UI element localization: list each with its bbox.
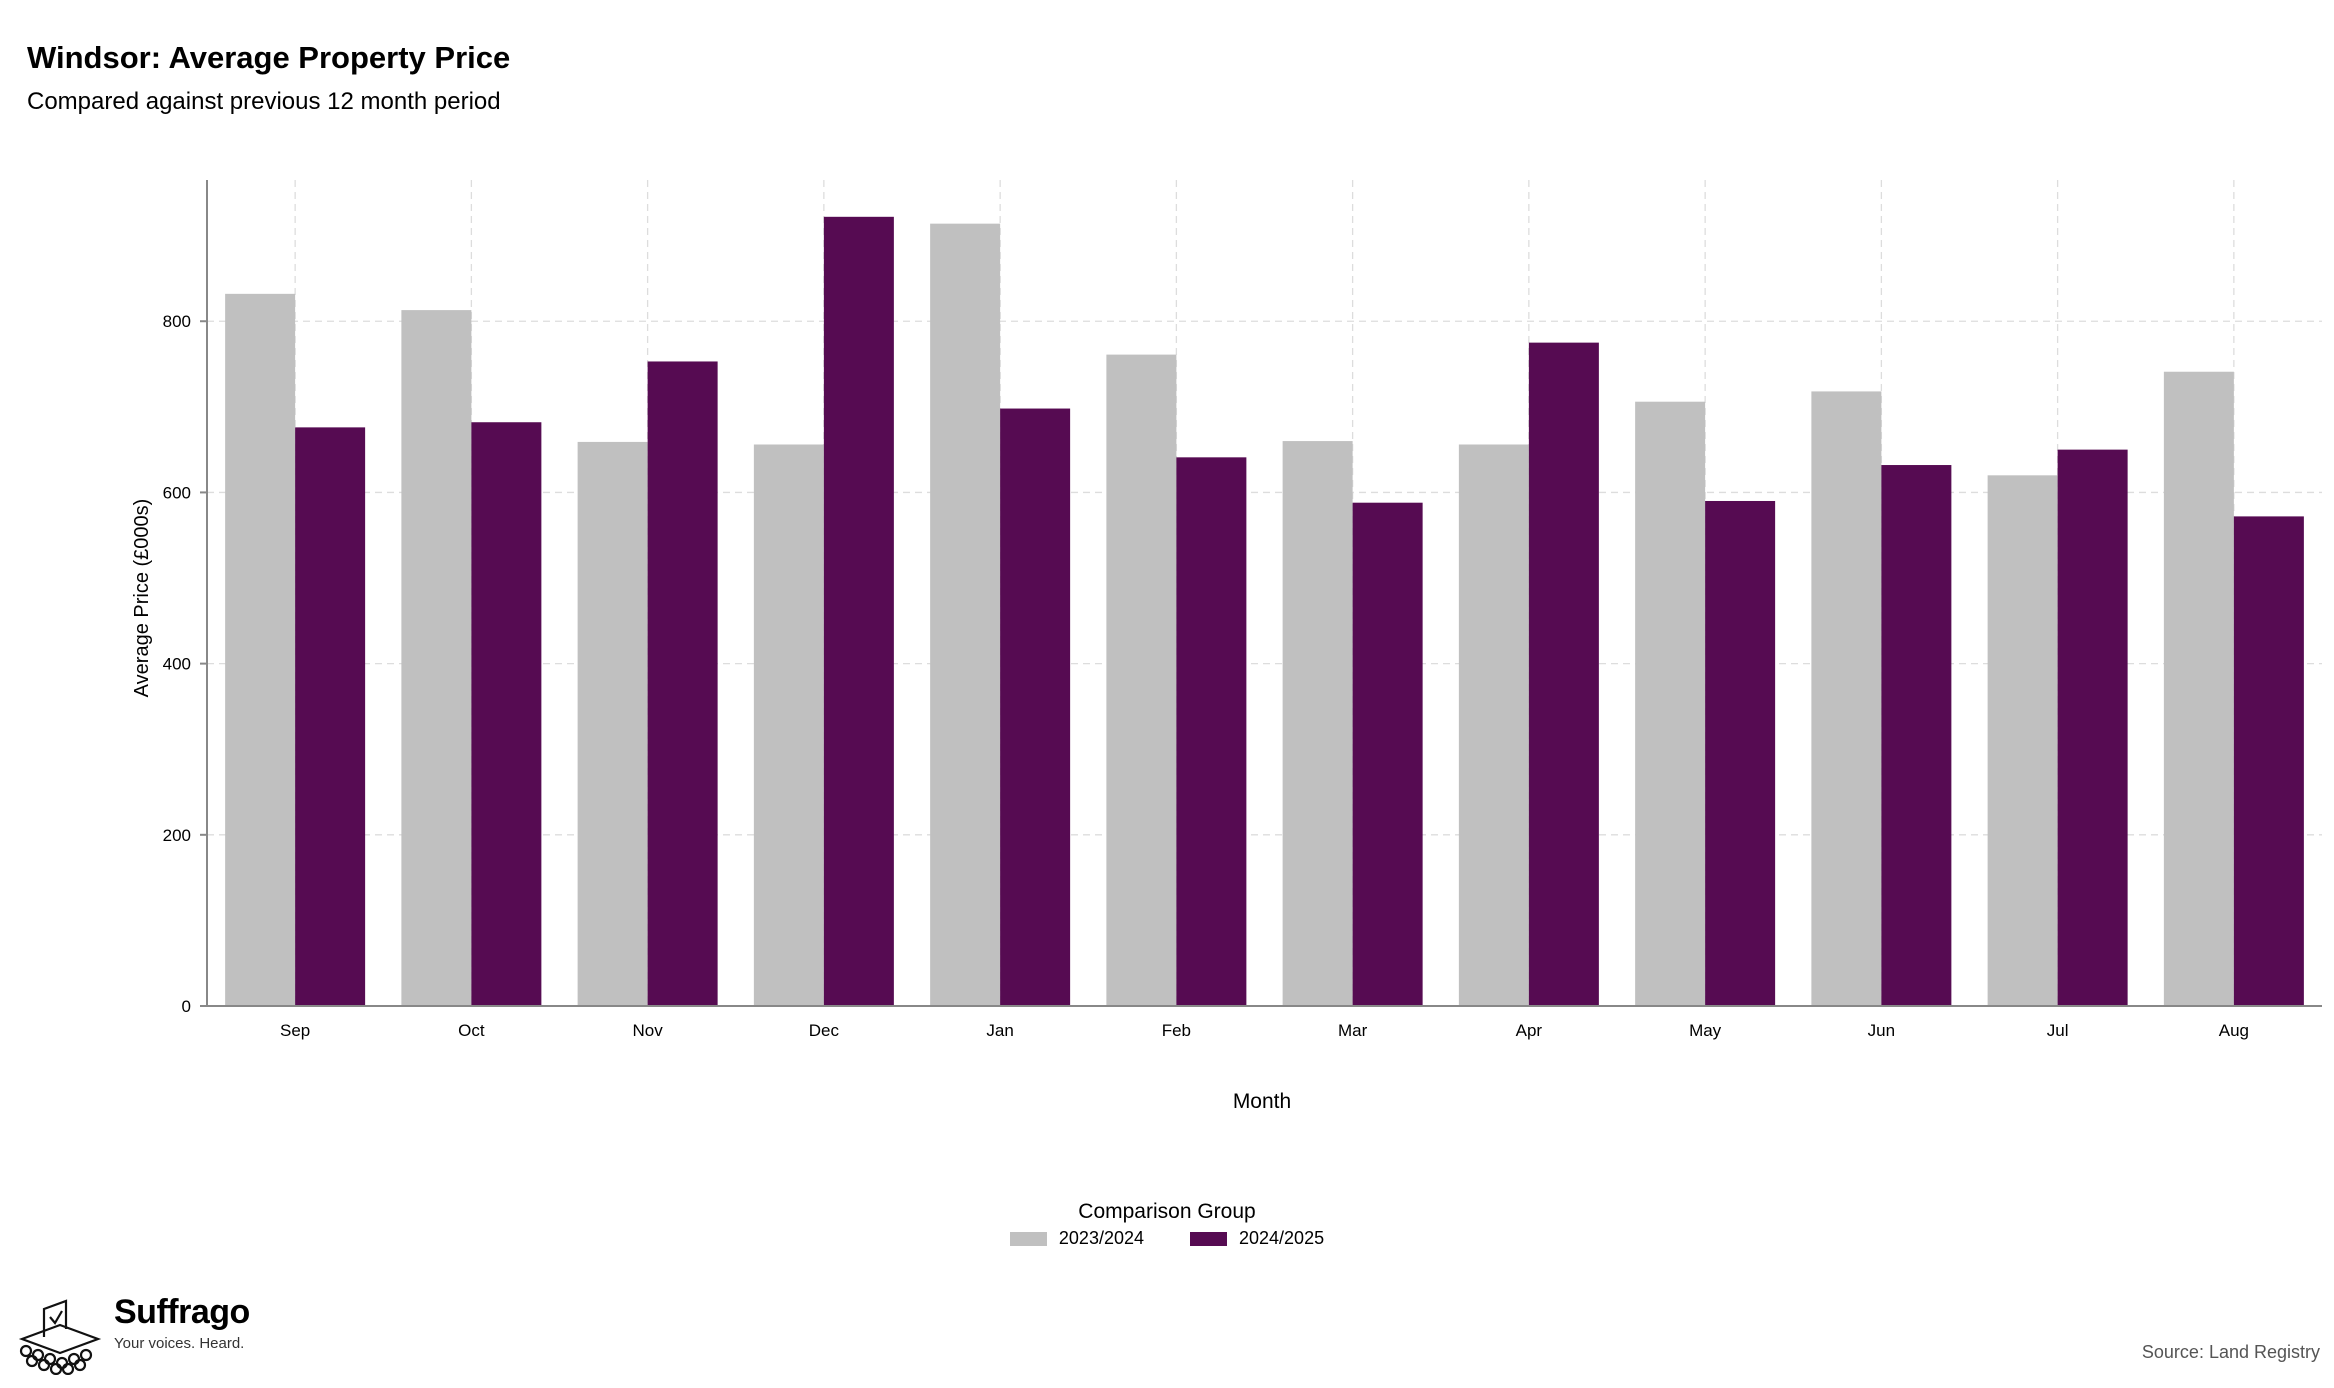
bar-2023-2024-sep	[225, 293, 296, 1006]
logo: Suffrago Your voices. Heard.	[14, 1295, 250, 1375]
legend-item-2024-2025: 2024/2025	[1190, 1228, 1324, 1249]
y-axis-label: Average Price (£000s)	[131, 499, 153, 698]
x-tick-label: Jun	[1868, 1021, 1895, 1040]
source-note: Source: Land Registry	[2141, 1342, 2320, 1362]
x-tick-label: Jul	[2047, 1021, 2069, 1040]
bar-2024-2025-sep	[295, 427, 366, 1006]
bar-2024-2025-mar	[1352, 502, 1423, 1006]
bar-2023-2024-apr	[1458, 444, 1529, 1006]
bar-2023-2024-feb	[1106, 354, 1177, 1006]
x-tick-label: Sep	[280, 1021, 310, 1040]
y-tick-label: 200	[163, 826, 191, 845]
x-tick-label: Feb	[1162, 1021, 1191, 1040]
logo-name: Suffrago	[114, 1293, 250, 1331]
x-tick-label: Jan	[986, 1021, 1013, 1040]
legend: Comparison Group 2023/2024 2024/2025	[0, 1200, 2334, 1251]
chart-subtitle: Compared against previous 12 month perio…	[27, 88, 501, 115]
axes	[200, 180, 2322, 1007]
legend-label: 2023/2024	[1058, 1228, 1144, 1248]
y-tick-label: 400	[163, 655, 191, 674]
bars	[225, 216, 2304, 1007]
logo-tagline: Your voices. Heard.	[114, 1335, 245, 1352]
chart-title: Windsor: Average Property Price	[27, 40, 511, 75]
bar-2024-2025-feb	[1176, 457, 1247, 1006]
bar-2024-2025-aug	[2233, 516, 2304, 1006]
bar-2023-2024-jun	[1811, 391, 1882, 1006]
y-tick-label: 0	[182, 997, 191, 1016]
legend-item-2023-2024: 2023/2024	[1009, 1228, 1144, 1249]
tick-labels: 0 200 400 600 800 Sep Oct Nov Dec Jan Feb Mar Apr May…	[163, 312, 2249, 1040]
bar-2023-2024-may	[1635, 401, 1706, 1007]
x-tick-label: Apr	[1516, 1021, 1543, 1040]
x-tick-label: May	[1689, 1021, 1722, 1040]
x-tick-label: Oct	[458, 1021, 485, 1040]
bar-2023-2024-jan	[930, 223, 1001, 1007]
legend-swatch	[1190, 1231, 1227, 1246]
bar-2023-2024-dec	[753, 444, 824, 1006]
x-axis-label: Month	[1233, 1090, 1291, 1113]
legend-title: Comparison Group	[1078, 1200, 1256, 1223]
legend-swatch	[1009, 1231, 1047, 1246]
bar-2024-2025-jan	[1000, 408, 1071, 1007]
bar-2024-2025-jul	[2057, 449, 2128, 1006]
bar-2023-2024-mar	[1282, 441, 1353, 1006]
bar-2023-2024-nov	[577, 441, 648, 1006]
bar-2024-2025-nov	[647, 361, 718, 1006]
legend-label: 2024/2025	[1239, 1228, 1325, 1248]
bar-2023-2024-oct	[401, 310, 472, 1006]
y-tick-label: 600	[163, 483, 191, 502]
x-tick-label: Dec	[809, 1021, 840, 1040]
bar-2024-2025-apr	[1528, 342, 1599, 1007]
bar-2023-2024-jul	[1987, 475, 2058, 1007]
bar-2024-2025-dec	[823, 216, 894, 1006]
x-tick-label: Aug	[2219, 1021, 2249, 1040]
bar-2024-2025-may	[1705, 500, 1776, 1006]
y-tick-label: 800	[163, 312, 191, 331]
x-tick-label: Nov	[633, 1021, 664, 1040]
x-tick-label: Mar	[1338, 1021, 1368, 1040]
bar-2023-2024-aug	[2163, 371, 2234, 1006]
bar-chart: 0 200 400 600 800 Sep Oct Nov Dec Jan Feb Mar Apr May…	[131, 180, 2322, 1113]
bar-2024-2025-jun	[1881, 465, 1952, 1007]
bar-2024-2025-oct	[471, 422, 542, 1006]
ballot-box-icon	[18, 1299, 102, 1375]
